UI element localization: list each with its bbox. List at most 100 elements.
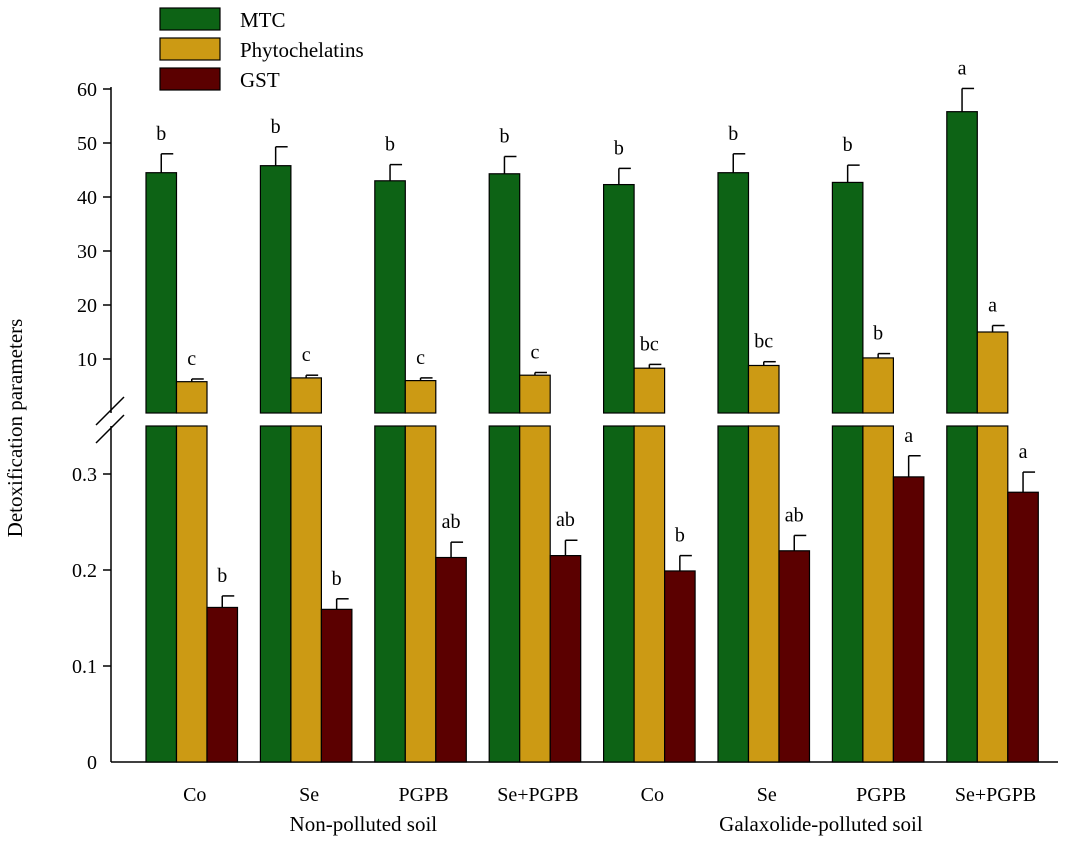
y-tick-label: 0.3: [72, 464, 97, 486]
x-category-label: Se+PGPB: [497, 784, 578, 806]
y-tick-label: 0.1: [72, 656, 97, 678]
bar-phytochelatins: [290, 377, 322, 414]
y-tick-label: 30: [77, 241, 97, 263]
significance-letter-phytochelatins: c: [302, 344, 311, 366]
bars: [145, 111, 1039, 763]
bar-mtc-lower: [717, 425, 750, 763]
x-group-label: Non-polluted soil: [290, 812, 438, 836]
x-category-labels: Co Se PGPB Se+PGPB Co Se PGPB Se+PGPB: [183, 784, 1036, 806]
bar-mtc: [259, 165, 292, 414]
bar-phytochelatins: [519, 374, 551, 414]
bar-mtc-lower: [831, 425, 864, 763]
bar-phytochelatins-lower: [976, 425, 1009, 763]
legend-swatch-phytochelatins: [159, 37, 221, 61]
error-bars: [160, 87, 1036, 610]
bar-phytochelatins: [404, 380, 437, 414]
bar-gst: [435, 556, 467, 763]
significance-letter-phytochelatins: c: [187, 348, 196, 370]
bar-mtc-lower: [145, 425, 178, 763]
y-tick-label: 0.2: [72, 560, 97, 582]
significance-letter-mtc: b: [843, 134, 853, 156]
bar-gst: [892, 476, 925, 763]
significance-letter-mtc: b: [271, 116, 281, 138]
y-tick-label: 50: [77, 133, 97, 155]
legend: MTC Phytochelatins GST: [159, 7, 364, 92]
bar-phytochelatins: [175, 381, 208, 414]
bar-mtc: [602, 183, 635, 414]
bar-phytochelatins-lower: [633, 425, 666, 763]
bar-gst: [778, 550, 811, 763]
significance-letter-gst: b: [332, 568, 342, 590]
bar-mtc: [488, 173, 521, 414]
bar-phytochelatins: [633, 367, 666, 414]
legend-label-mtc: MTC: [240, 8, 286, 32]
upper-y-axis: 10 20 30 40 50 60: [77, 79, 112, 413]
significance-letter-phytochelatins: b: [873, 323, 883, 345]
bar-phytochelatins-lower: [519, 425, 551, 763]
significance-letter-phytochelatins: bc: [754, 331, 773, 353]
significance-letter-mtc: b: [385, 134, 395, 156]
bar-gst: [320, 608, 353, 763]
bar-gst: [663, 570, 696, 763]
significance-letter-gst: b: [675, 525, 685, 547]
y-axis-title: Detoxification parameters: [3, 319, 27, 538]
x-category-label: PGPB: [856, 784, 906, 806]
significance-letter-gst: ab: [556, 509, 575, 531]
y-tick-label: 60: [77, 79, 97, 101]
significance-letter-gst: a: [1019, 441, 1028, 463]
bar-gst: [1007, 491, 1039, 763]
significance-letter-mtc: b: [156, 123, 166, 145]
significance-letter-phytochelatins: a: [988, 295, 997, 317]
x-category-label: Se: [757, 784, 777, 806]
significance-letter-phytochelatins: c: [531, 342, 540, 364]
axis-break-mark: [95, 396, 125, 444]
bar-mtc-lower: [374, 425, 406, 763]
bar-mtc: [717, 172, 750, 414]
bar-mtc: [946, 111, 978, 414]
bar-phytochelatins-lower: [175, 425, 208, 763]
bar-mtc: [374, 180, 406, 414]
bar-phytochelatins: [862, 357, 895, 414]
legend-label-phytochelatins: Phytochelatins: [240, 38, 364, 62]
x-category-label: Se+PGPB: [955, 784, 1036, 806]
significance-letter-mtc: b: [614, 137, 624, 159]
legend-swatch-gst: [159, 67, 221, 91]
y-tick-label: 20: [77, 295, 97, 317]
y-tick-label: 0: [87, 752, 97, 774]
significance-letter-phytochelatins: c: [416, 347, 425, 369]
significance-letter-gst: b: [217, 565, 227, 587]
y-tick-label: 40: [77, 187, 97, 209]
significance-letter-mtc: b: [499, 126, 509, 148]
break-slash: [95, 414, 125, 444]
legend-label-gst: GST: [240, 68, 280, 92]
bar-phytochelatins-lower: [404, 425, 437, 763]
y-tick-label: 10: [77, 349, 97, 371]
bar-phytochelatins-lower: [862, 425, 895, 763]
x-category-label: Se: [299, 784, 319, 806]
bar-mtc: [831, 181, 864, 414]
break-slash: [95, 396, 125, 426]
significance-letter-gst: a: [904, 425, 913, 447]
x-category-label: Co: [183, 784, 206, 806]
x-group-label: Galaxolide-polluted soil: [719, 812, 923, 836]
significance-letter-phytochelatins: bc: [640, 333, 659, 355]
x-category-label: PGPB: [399, 784, 449, 806]
significance-letter-gst: ab: [785, 504, 804, 526]
significance-letter-mtc: a: [958, 57, 967, 79]
bar-gst: [549, 554, 582, 763]
x-group-labels: Non-polluted soil Galaxolide-polluted soi…: [290, 812, 923, 836]
legend-swatch-mtc: [159, 7, 221, 31]
bar-mtc-lower: [946, 425, 978, 763]
bar-mtc: [145, 172, 178, 414]
bar-phytochelatins: [976, 331, 1009, 414]
bar-mtc-lower: [259, 425, 292, 763]
significance-letter-mtc: b: [728, 123, 738, 145]
bar-mtc-lower: [602, 425, 635, 763]
significance-letter-gst: ab: [442, 511, 461, 533]
bar-phytochelatins-lower: [290, 425, 322, 763]
bar-gst: [206, 606, 239, 763]
bar-phytochelatins: [747, 364, 780, 414]
bar-mtc-lower: [488, 425, 521, 763]
